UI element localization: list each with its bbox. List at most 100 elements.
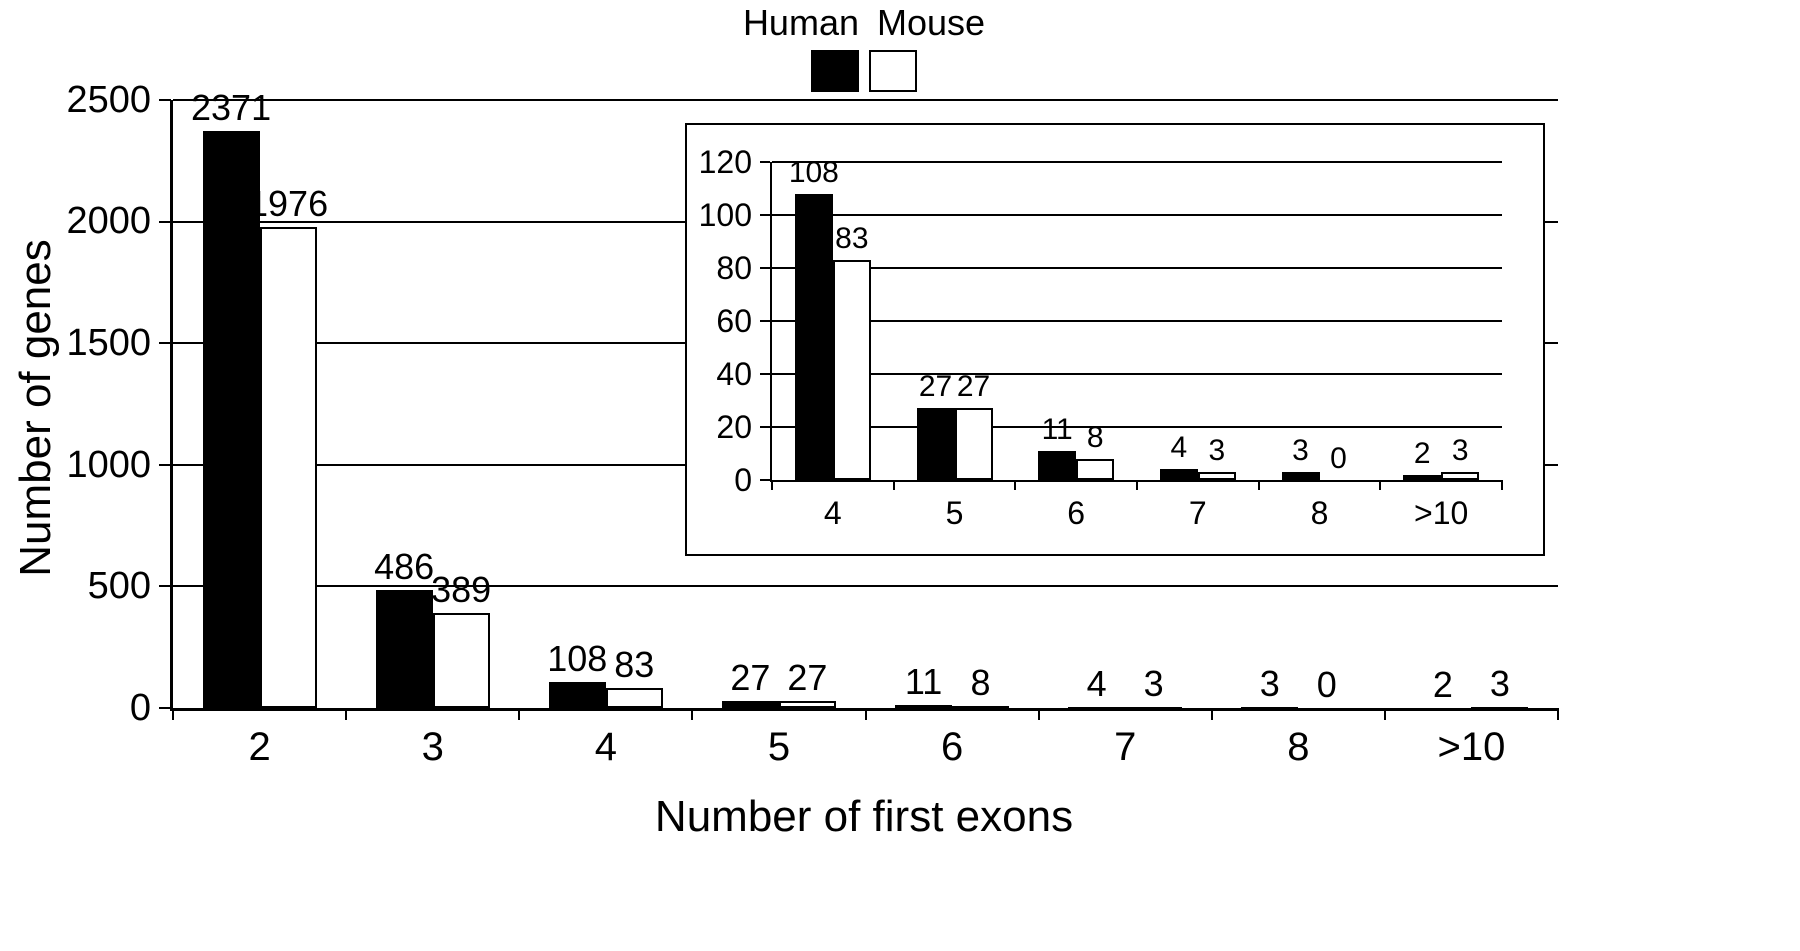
value-label-mouse-6: 8 [970,662,991,704]
bar-human-8 [1241,707,1299,709]
y-tick-label: 60 [716,303,752,340]
x-tick-label: 6 [940,725,964,769]
bar-mouse-7 [1125,707,1183,712]
y-tick-label: 100 [698,197,752,234]
inset-chart-box: 0 20 40 60 80 100 120 4 108 83 5 27 27 6 11 8 7 4 3 8 3 0 >10 2… [685,123,1545,556]
value-label-mouse-7: 3 [1143,663,1164,705]
x-tick-label: 3 [421,725,444,769]
x-tick [771,480,773,490]
value-label-mouse-3: 389 [431,569,492,611]
x-tick-label: 2 [248,725,271,769]
legend-swatch-mouse [869,50,917,92]
value-label-human-4: 108 [547,637,608,679]
value-label-human-6: 11 [1041,412,1073,446]
y-tick-label: 40 [716,356,752,393]
y-tick [760,320,770,322]
value-label-mouse-4: 83 [835,222,869,256]
value-label-human-5: 27 [730,657,771,699]
legend-label-mouse: Mouse [877,2,986,43]
bar-mouse-6 [1076,458,1115,480]
value-label-human->10: 2 [1413,436,1431,470]
gridline-40 [772,373,1502,375]
inset-chart-plot: 0 20 40 60 80 100 120 4 108 83 5 27 27 6 11 8 7 4 3 8 3 0 >10 2… [699,144,1503,531]
value-label-human-2: 2371 [191,87,272,129]
value-label-mouse-2: 1976 [248,183,329,225]
bar-human-7 [1159,469,1198,480]
bar-mouse-4 [832,260,871,480]
y-tick-label: 0 [129,686,151,729]
bar-mouse-5 [778,701,836,708]
bar-human-6 [1038,450,1077,480]
x-tick [1014,480,1017,490]
y-tick-label: 1500 [66,321,151,364]
gridline-120 [772,161,1502,163]
gridline-60 [772,320,1502,322]
y-tick [760,373,770,375]
y-tick [760,214,770,216]
legend: Human Mouse [170,2,1558,92]
bar-human->10 [1403,474,1442,480]
bar-human-7 [1068,707,1126,709]
gridline-2500 [173,99,1558,101]
value-label-mouse-5: 27 [956,370,991,404]
legend-swatches [806,50,922,92]
y-tick-label: 2000 [66,200,151,243]
bar-human-4 [548,681,606,708]
bar-human-2 [202,131,260,708]
bar-mouse->10 [1471,707,1529,712]
value-label-mouse-8: 0 [1316,664,1337,705]
bar-human-8 [1281,472,1320,480]
bar-mouse-2 [259,227,317,708]
bar-human->10 [1414,707,1472,709]
x-tick-label: >10 [1437,725,1506,769]
bar-human-3 [375,589,433,708]
bar-human-5 [721,701,779,708]
x-tick-label: 7 [1188,495,1207,531]
gridline-500 [173,585,1558,588]
y-tick [760,161,770,163]
gridline-80 [772,267,1502,269]
value-label-human->10: 2 [1432,663,1453,705]
bar-mouse->10 [1441,472,1480,480]
x-tick [1501,480,1503,490]
x-tick [1257,480,1260,490]
legend-swatch-human [811,50,859,92]
y-tick [159,707,171,709]
x-tick [345,708,348,720]
value-label-mouse-8: 0 [1330,442,1347,475]
x-tick-label: 4 [823,495,842,531]
y-tick [760,267,770,269]
y-tick [159,99,171,101]
x-tick-label: 8 [1310,495,1329,531]
bar-mouse-4 [605,687,663,708]
bar-mouse-6 [952,706,1010,711]
x-tick [518,708,521,720]
value-label-human-3: 486 [374,545,435,587]
y-tick-label: 1000 [66,443,151,486]
legend-labels: Human Mouse [734,2,994,44]
value-label-human-4: 108 [788,155,839,189]
y-tick [159,463,171,466]
bar-human-5 [916,408,955,480]
bar-human-6 [895,705,953,708]
bar-mouse-5 [954,408,993,480]
gridline-20 [772,426,1502,428]
value-label-human-7: 4 [1086,663,1107,705]
value-label-human-6: 11 [904,661,943,703]
y-tick-label: 20 [716,409,752,446]
x-tick [1136,480,1138,490]
value-label-human-7: 4 [1170,431,1188,465]
bar-human-4 [794,193,833,480]
y-tick-label: 0 [734,462,752,499]
x-axis-title: Number of first exons [654,792,1074,841]
value-label-mouse-5: 27 [787,657,828,699]
value-label-human-8: 3 [1259,663,1280,705]
value-label-mouse-7: 3 [1208,434,1226,468]
x-tick-label: 7 [1114,725,1137,769]
x-tick-label: 4 [594,725,617,769]
x-tick [172,708,174,720]
bar-mouse-3 [432,613,490,708]
x-tick [691,708,694,720]
y-tick [760,426,770,428]
value-label-mouse->10: 3 [1489,663,1510,705]
